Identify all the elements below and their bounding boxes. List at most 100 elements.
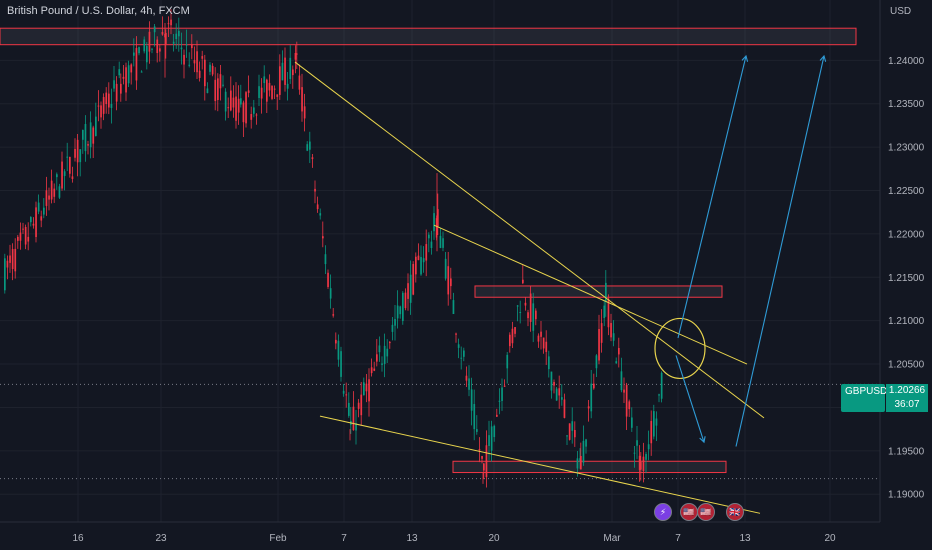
- candle-body: [550, 371, 553, 391]
- candle-body: [250, 113, 253, 120]
- candle-body: [529, 293, 532, 322]
- candle-body: [281, 62, 284, 81]
- candle-body: [357, 402, 360, 409]
- candle-body: [30, 217, 32, 223]
- current-price-label: 1.20266: [886, 384, 928, 398]
- candle-body: [276, 94, 279, 97]
- candle-body: [425, 244, 428, 261]
- us-flag-icon[interactable]: 🇺🇸: [680, 503, 698, 521]
- uk-flag-icon[interactable]: 🇬🇧: [726, 503, 744, 521]
- time-axis-panel[interactable]: [0, 522, 880, 550]
- candle-body: [9, 255, 11, 263]
- candle-body: [314, 188, 316, 192]
- candle-body: [120, 83, 122, 94]
- mid-resistance-zone[interactable]: [474, 285, 723, 298]
- candle-body: [340, 351, 342, 377]
- candle-body: [490, 426, 493, 451]
- candle-body: [532, 303, 535, 331]
- candle-body: [185, 44, 188, 46]
- upper-trendline[interactable]: [294, 61, 765, 419]
- candle-body: [258, 86, 260, 98]
- time-tick-label: 7: [675, 533, 681, 544]
- candle-body: [580, 455, 582, 470]
- candle-body: [66, 156, 69, 158]
- candle-body: [417, 255, 420, 261]
- projection-up-arrow-1[interactable]: [677, 54, 749, 339]
- candle-body: [69, 156, 71, 174]
- candle-body: [620, 371, 623, 391]
- candle-body: [439, 235, 442, 248]
- candle-body: [568, 423, 571, 440]
- candle-body: [255, 114, 258, 116]
- candle-body: [483, 463, 485, 471]
- candle-body: [386, 348, 389, 357]
- candle-body: [553, 381, 555, 386]
- candle-body: [465, 375, 468, 381]
- bar-countdown: 36:07: [886, 398, 928, 412]
- price-tick-label: 1.24000: [888, 56, 925, 67]
- top-resistance-zone[interactable]: [0, 27, 857, 46]
- inner-trendline[interactable]: [433, 224, 748, 365]
- candle-body: [558, 388, 561, 396]
- candle-body: [511, 328, 514, 344]
- candle-body: [237, 98, 240, 113]
- candle-body: [43, 207, 45, 215]
- candle-body: [463, 350, 465, 357]
- breakout-circle[interactable]: [654, 317, 706, 380]
- candle-body: [433, 213, 435, 232]
- time-tick-label: Mar: [603, 533, 621, 544]
- time-tick-label: 16: [72, 533, 84, 544]
- projection-down-arrow[interactable]: [675, 355, 706, 444]
- candle-body: [645, 454, 647, 460]
- price-axis-panel[interactable]: [880, 0, 932, 550]
- candle-body: [327, 272, 329, 287]
- candle-body: [337, 340, 340, 360]
- us-flag-icon[interactable]: 🇺🇸: [697, 503, 715, 521]
- candle-body: [271, 85, 273, 99]
- candle-body: [61, 161, 63, 189]
- candle-body: [420, 257, 422, 275]
- candle-body: [188, 64, 191, 66]
- candle-body: [473, 404, 476, 430]
- support-zone[interactable]: [452, 460, 727, 474]
- candle-body: [127, 65, 130, 84]
- candle-body: [180, 47, 183, 50]
- projection-up-arrow-2[interactable]: [735, 54, 827, 447]
- price-tick-label: 1.21500: [888, 273, 925, 284]
- candle-body: [422, 258, 425, 263]
- candle-body: [242, 102, 245, 123]
- candle-body: [409, 274, 412, 303]
- arrows-layer: [675, 54, 827, 447]
- candle-body: [498, 400, 501, 402]
- candle-body: [211, 65, 214, 75]
- candle-body: [407, 283, 409, 299]
- price-tick-label: 1.19500: [888, 446, 925, 457]
- candle-body: [37, 202, 40, 212]
- lower-trendline[interactable]: [319, 415, 761, 514]
- candle-body: [56, 174, 58, 178]
- candle-body: [253, 107, 255, 114]
- lightning-icon[interactable]: ⚡: [654, 503, 672, 521]
- candle-body: [227, 107, 230, 109]
- candle-body: [22, 228, 24, 230]
- candle-body: [50, 180, 53, 200]
- candle-body: [14, 248, 17, 272]
- candle-body: [230, 90, 232, 111]
- candle-body: [585, 439, 587, 447]
- candle-body: [566, 435, 568, 437]
- candle-body: [268, 82, 271, 91]
- candle-body: [493, 425, 496, 438]
- candle-body: [292, 69, 294, 76]
- candle-body: [224, 91, 227, 112]
- candle-body: [496, 414, 498, 417]
- currency-label[interactable]: USD: [890, 6, 912, 17]
- candle-body: [342, 390, 345, 394]
- candle-body: [488, 435, 490, 446]
- candle-body: [130, 64, 133, 73]
- candle-body: [74, 149, 76, 158]
- candle-body: [447, 266, 450, 295]
- candle-body: [355, 423, 357, 431]
- candle-body: [324, 254, 327, 265]
- candle-body: [514, 327, 516, 334]
